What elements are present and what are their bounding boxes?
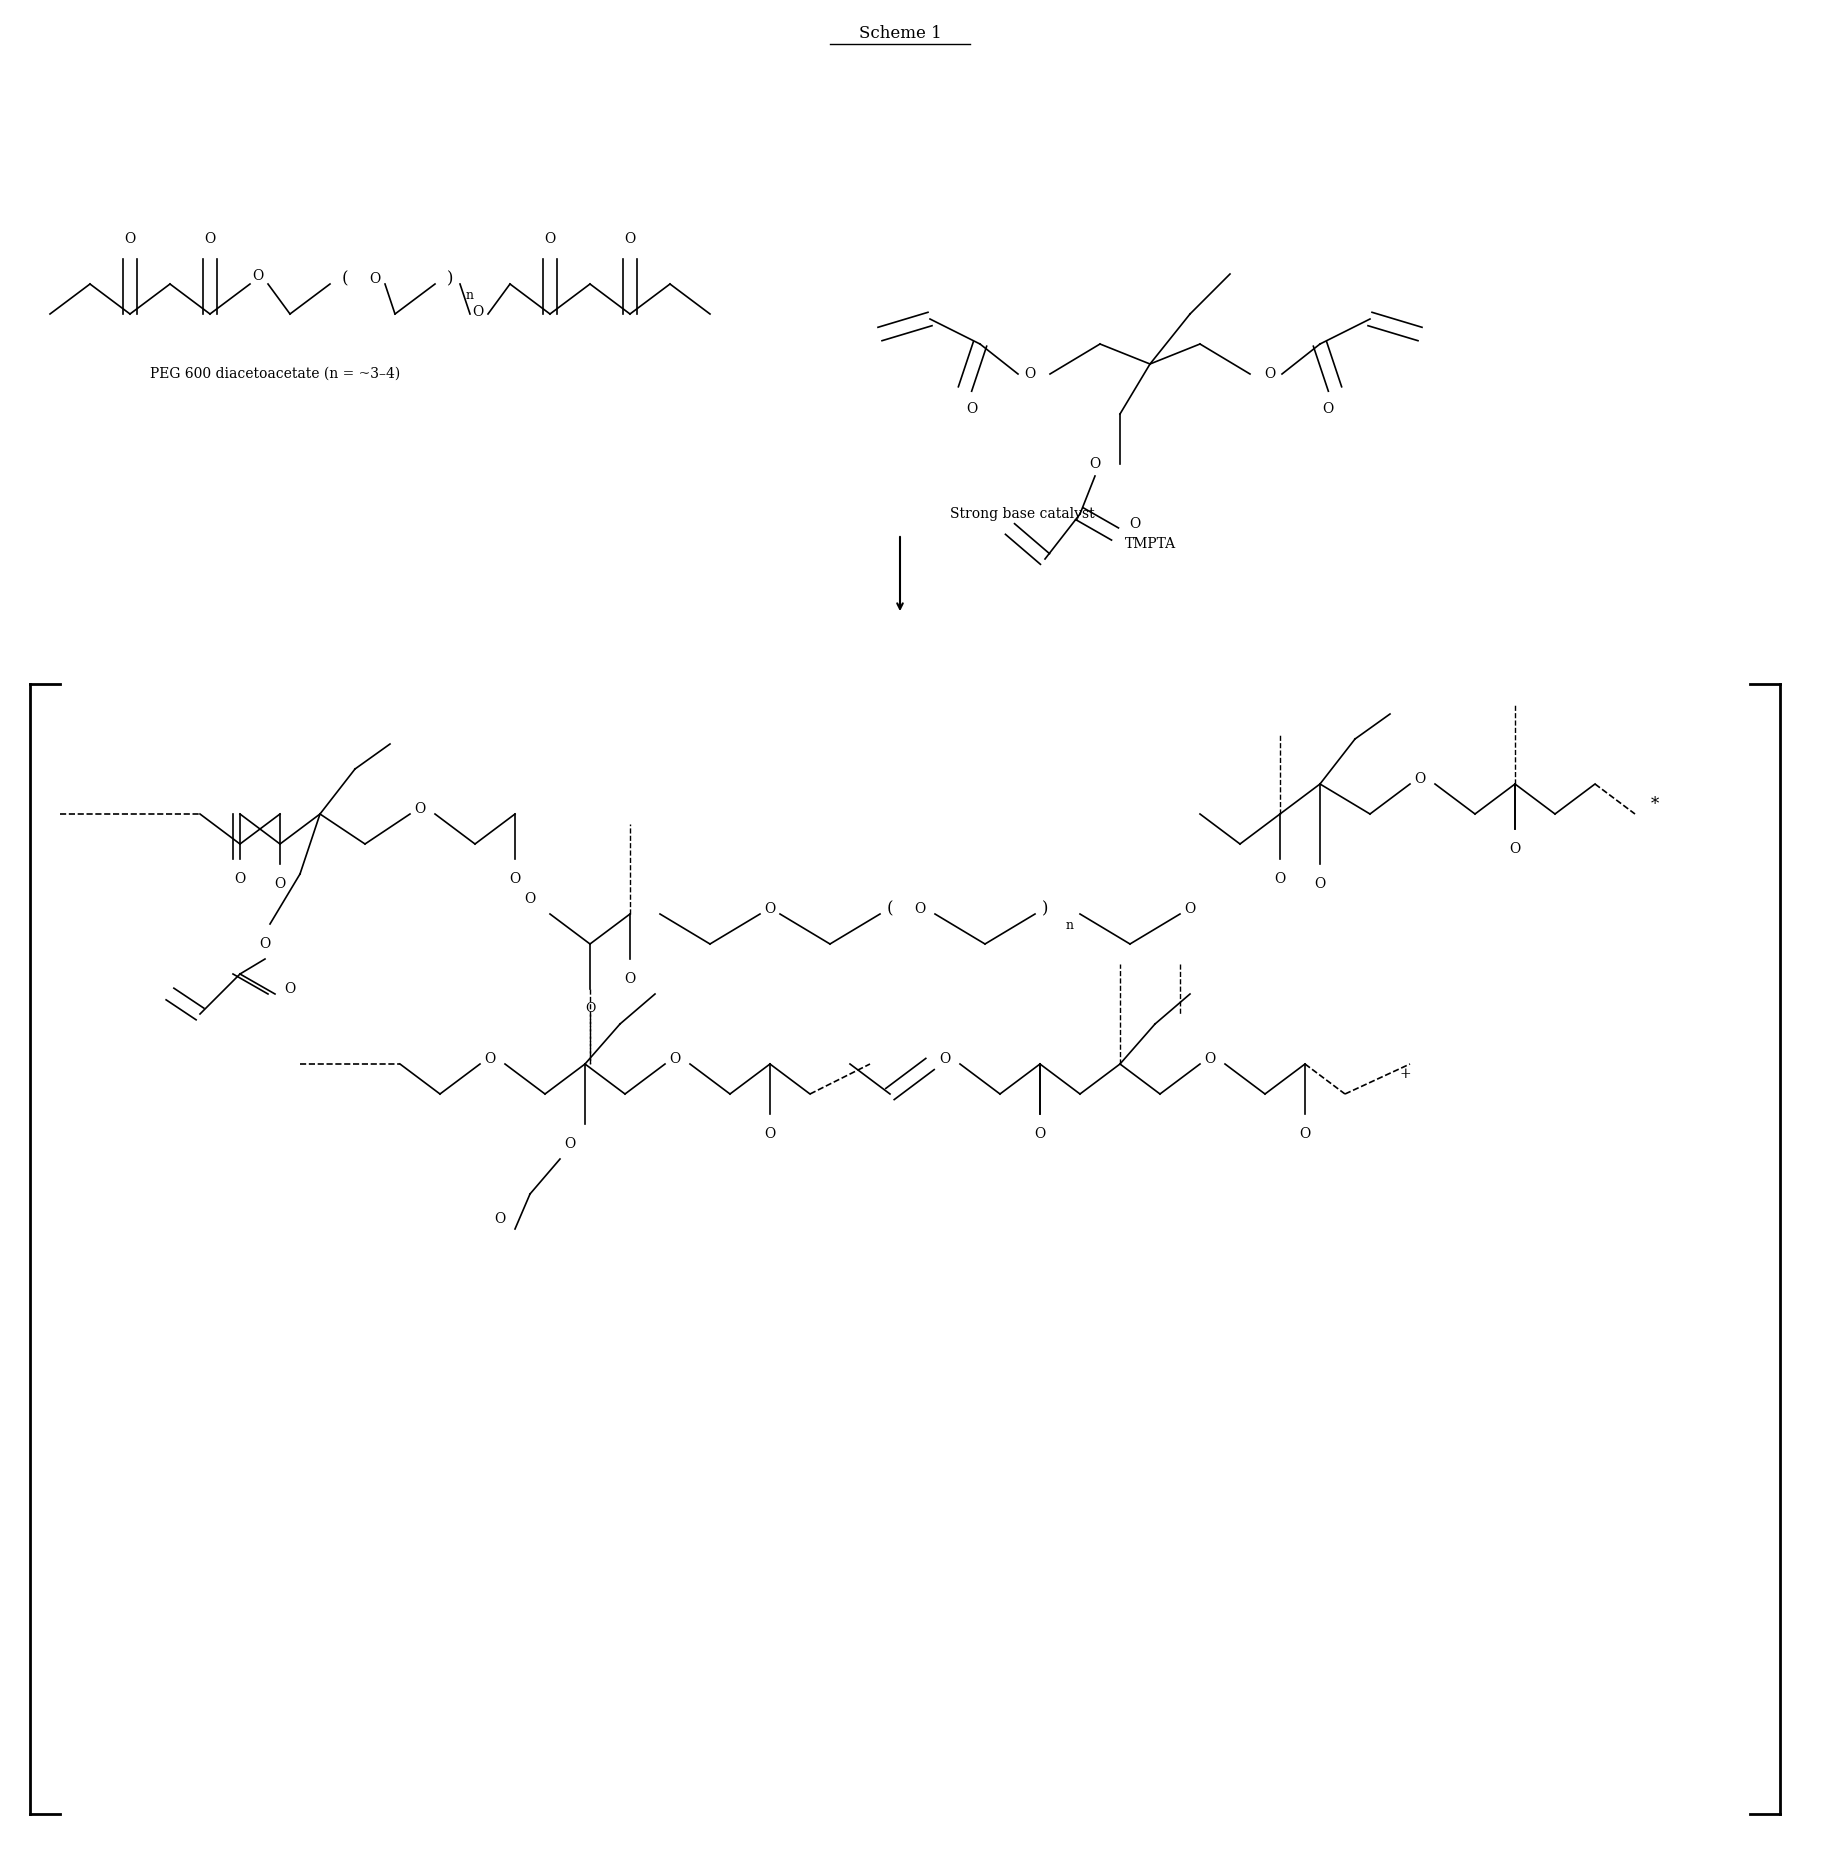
Text: O: O xyxy=(1024,367,1035,380)
Text: O: O xyxy=(234,872,245,885)
Text: O: O xyxy=(764,1128,775,1141)
Text: +: + xyxy=(1400,1066,1411,1081)
Text: ): ) xyxy=(448,270,453,287)
Text: O: O xyxy=(624,231,635,246)
Text: O: O xyxy=(1184,902,1195,915)
Text: *: * xyxy=(1650,796,1660,813)
Text: O: O xyxy=(1264,367,1277,380)
Text: O: O xyxy=(260,938,271,951)
Text: O: O xyxy=(1129,516,1140,531)
Text: PEG 600 diacetoacetate (n = ~3–4): PEG 600 diacetoacetate (n = ~3–4) xyxy=(149,367,400,380)
Text: O: O xyxy=(510,872,521,885)
Text: O: O xyxy=(914,902,927,915)
Text: O: O xyxy=(939,1051,950,1066)
Text: O: O xyxy=(472,306,484,319)
Text: O: O xyxy=(1089,457,1102,472)
Text: O: O xyxy=(414,802,426,816)
Text: O: O xyxy=(1509,843,1521,856)
Text: O: O xyxy=(967,403,978,416)
Text: n: n xyxy=(466,289,473,302)
Text: O: O xyxy=(1323,403,1334,416)
Text: O: O xyxy=(624,971,635,986)
Text: O: O xyxy=(525,893,536,906)
Text: O: O xyxy=(1275,872,1286,885)
Text: O: O xyxy=(584,1003,595,1016)
Text: O: O xyxy=(125,231,136,246)
Text: O: O xyxy=(1415,772,1426,787)
Text: (: ( xyxy=(886,900,893,917)
Text: O: O xyxy=(252,268,263,283)
Text: (: ( xyxy=(343,270,348,287)
Text: O: O xyxy=(370,272,381,285)
Text: O: O xyxy=(1205,1051,1216,1066)
Text: O: O xyxy=(564,1137,575,1150)
Text: Strong base catalyst: Strong base catalyst xyxy=(950,507,1094,522)
Text: O: O xyxy=(494,1212,505,1227)
Text: O: O xyxy=(1035,1128,1046,1141)
Text: O: O xyxy=(669,1051,682,1066)
Text: O: O xyxy=(1315,876,1326,891)
Text: Scheme 1: Scheme 1 xyxy=(858,26,941,43)
Text: O: O xyxy=(1299,1128,1312,1141)
Text: O: O xyxy=(204,231,216,246)
Text: ): ) xyxy=(1043,900,1048,917)
Text: O: O xyxy=(484,1051,495,1066)
Text: O: O xyxy=(284,982,295,995)
Text: O: O xyxy=(764,902,775,915)
Text: n: n xyxy=(1067,919,1074,932)
Text: TMPTA: TMPTA xyxy=(1124,537,1175,552)
Text: O: O xyxy=(274,876,286,891)
Text: O: O xyxy=(545,231,556,246)
